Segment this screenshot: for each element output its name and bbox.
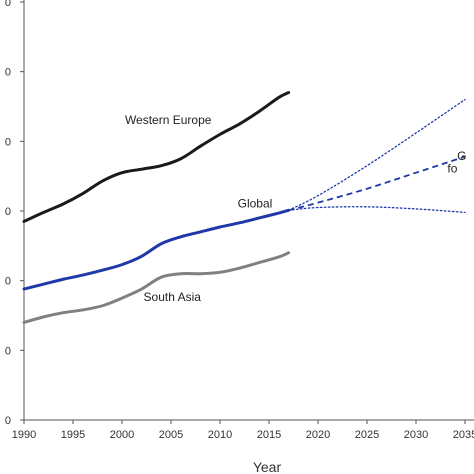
annotation-label: Western Europe (125, 113, 212, 127)
y-tick-label: 0 (5, 67, 11, 79)
x-tick-label: 2025 (355, 429, 379, 441)
forecast-bound-dotted-4 (287, 98, 466, 211)
x-tick-label: 2005 (159, 429, 183, 441)
forecast-bound-dotted-5 (287, 206, 466, 214)
annotation-label: Global (238, 197, 273, 211)
x-axis-title: Year (253, 459, 282, 474)
y-axis: 0 0 0 0 0 0 0 (5, 0, 25, 427)
x-tick-label: 2000 (110, 429, 134, 441)
y-tick-label: 0 (5, 206, 11, 218)
series-lines (22, 91, 466, 324)
x-tick-label: 1990 (12, 429, 36, 441)
annotation-label: fo (447, 162, 457, 176)
annotation-label: South Asia (144, 290, 202, 304)
y-tick-label: 0 (5, 415, 11, 427)
annotations: Western Europe Global South Asia Gfo (125, 113, 467, 304)
series-line-south-asia (22, 251, 291, 324)
y-tick-label: 0 (5, 0, 11, 9)
x-tick-label: 2030 (404, 429, 428, 441)
x-axis: 1990 1995 2000 2005 2010 2015 2020 2025 2030 2035 (12, 419, 474, 441)
y-tick-label: 0 (5, 136, 11, 148)
y-tick-label: 0 (5, 276, 11, 288)
x-tick-label: 2035 (453, 429, 474, 441)
annotation-label: G (457, 149, 466, 163)
series-line-western-europe (22, 91, 291, 223)
x-tick-label: 2015 (257, 429, 281, 441)
x-tick-label: 1995 (61, 429, 85, 441)
x-tick-label: 2020 (306, 429, 330, 441)
forecast-line-dashed (288, 155, 466, 212)
x-tick-label: 2010 (208, 429, 232, 441)
series-line-global (22, 208, 291, 291)
y-tick-label: 0 (5, 345, 11, 357)
